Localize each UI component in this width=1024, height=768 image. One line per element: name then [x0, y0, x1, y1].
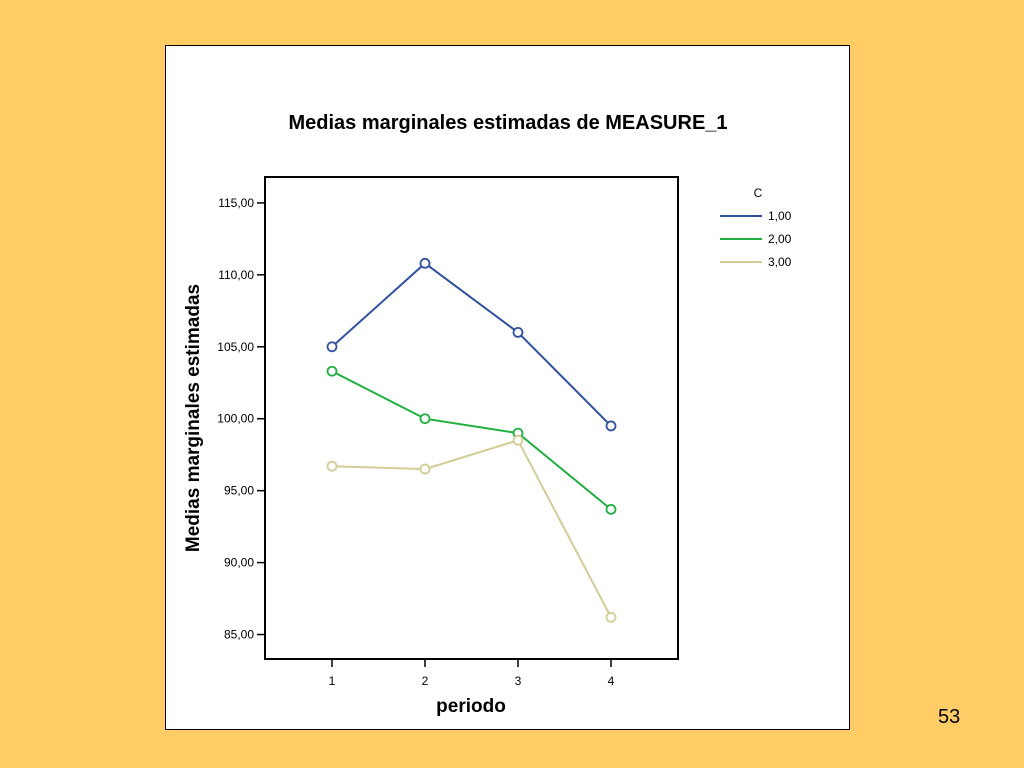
y-tick-label: 100,00	[217, 412, 254, 426]
legend-title: C	[754, 186, 763, 200]
x-axis-title: periodo	[436, 696, 506, 717]
data-point	[605, 611, 617, 623]
series-layer	[326, 257, 617, 623]
data-point	[326, 460, 338, 472]
data-point	[419, 463, 431, 475]
y-tick-label: 85,00	[224, 628, 254, 642]
legend: C 1,00 2,00 3,00	[720, 186, 792, 269]
plot-frame	[264, 176, 679, 660]
chart-title: Medias marginales estimadas de MEASURE_1	[288, 112, 727, 134]
y-tick-label: 115,00	[218, 196, 254, 210]
data-point	[512, 326, 524, 338]
chart: Medias marginales estimadas de MEASURE_1…	[183, 112, 792, 717]
series-line	[331, 439, 612, 618]
y-tick-label: 95,00	[224, 484, 254, 498]
y-tick-label: 90,00	[224, 556, 254, 570]
data-point	[512, 434, 524, 446]
data-point	[419, 413, 431, 425]
x-tick-label: 2	[422, 674, 429, 688]
data-point	[605, 503, 617, 515]
figure-panel: Medias marginales estimadas de MEASURE_1…	[165, 45, 850, 730]
x-axis: 1 2 3 4	[329, 659, 615, 688]
series-line	[331, 370, 612, 511]
legend-label: 3,00	[768, 255, 792, 269]
x-tick-label: 1	[329, 674, 336, 688]
legend-label: 1,00	[768, 209, 792, 223]
legend-label: 2,00	[768, 232, 792, 246]
page-number: 53	[938, 706, 961, 728]
y-axis-title: Medias marginales estimadas	[183, 284, 204, 552]
data-point	[326, 365, 338, 377]
x-tick-label: 4	[608, 674, 615, 688]
data-point	[326, 341, 338, 353]
y-tick-label: 110,00	[218, 268, 254, 282]
data-point	[605, 420, 617, 432]
data-point	[419, 257, 431, 269]
y-tick-label: 105,00	[217, 340, 254, 354]
x-tick-label: 3	[515, 674, 522, 688]
series-line	[331, 262, 612, 427]
y-axis: 85,00 90,00 95,00 100,00 105,00 110,00 115,00	[217, 196, 265, 642]
